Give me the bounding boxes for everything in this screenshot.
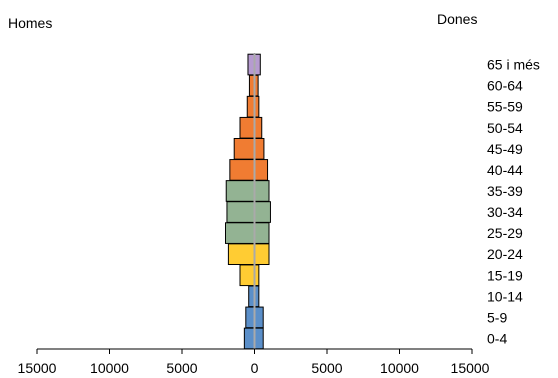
x-tick-label: 5000 — [166, 360, 197, 376]
right-side-label: Dones — [437, 11, 477, 27]
x-tick-label: 15000 — [451, 360, 490, 376]
x-tick-label: 10000 — [380, 360, 419, 376]
category-label: 15-19 — [487, 267, 523, 283]
category-label: 60-64 — [487, 78, 523, 94]
bar-homes-45-49 — [233, 137, 255, 160]
category-label: 50-54 — [487, 120, 523, 136]
category-label: 45-49 — [487, 141, 523, 157]
category-label: 30-34 — [487, 204, 523, 220]
bar-dones-45-49 — [254, 137, 265, 160]
bar-dones-5-9 — [254, 306, 264, 329]
bar-homes-0-4 — [243, 327, 256, 350]
bar-homes-5-9 — [245, 306, 256, 329]
x-tick-label: 5000 — [311, 360, 342, 376]
bar-dones-40-44 — [254, 159, 269, 181]
bar-homes-25-29 — [225, 222, 255, 244]
x-tick-label: 15000 — [18, 360, 57, 376]
bar-dones-20-24 — [254, 243, 270, 266]
category-label: 0-4 — [487, 330, 507, 346]
bar-homes-40-44 — [229, 159, 256, 181]
x-tick-label: 10000 — [90, 360, 129, 376]
bar-dones-50-54 — [254, 116, 263, 139]
bar-dones-25-29 — [254, 222, 270, 244]
bar-homes-50-54 — [239, 116, 255, 139]
bar-homes-35-39 — [225, 180, 256, 202]
left-side-label: Homes — [8, 15, 52, 31]
bar-homes-55-59 — [246, 95, 255, 118]
category-label: 55-59 — [487, 99, 523, 115]
bar-homes-30-34 — [226, 201, 255, 223]
category-label: 25-29 — [487, 225, 523, 241]
category-label: 20-24 — [487, 246, 523, 262]
bar-dones-30-34 — [254, 201, 271, 223]
category-label: 35-39 — [487, 183, 523, 199]
category-label: 5-9 — [487, 309, 507, 325]
bar-dones-0-4 — [254, 327, 264, 350]
bar-homes-15-19 — [239, 264, 255, 287]
bar-dones-35-39 — [254, 180, 270, 202]
bars-group — [225, 53, 271, 350]
x-tick-label: 0 — [251, 360, 259, 376]
bar-homes-20-24 — [227, 243, 255, 266]
category-label: 10-14 — [487, 288, 523, 304]
category-label: 65 i més — [487, 57, 540, 73]
category-label: 40-44 — [487, 162, 523, 178]
category-labels: 0-4 5-9 10-14 15-19 20-24 25-29 30-34 35-39 40-4… — [487, 57, 540, 347]
x-axis: 15000 10000 5000 0 5000 10000 15000 — [18, 348, 490, 376]
